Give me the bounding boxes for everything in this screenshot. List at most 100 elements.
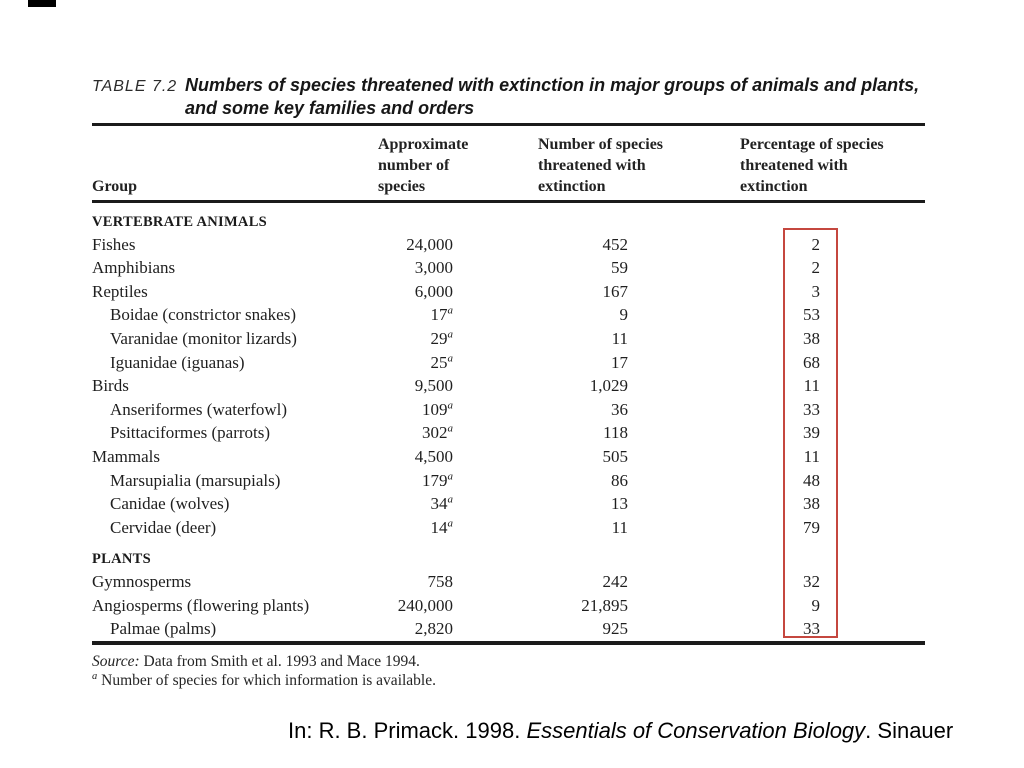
percent-threatened-cell: 79 [803, 517, 820, 537]
table-row: Varanidae (monitor lizards) 29a 11 38 [92, 327, 925, 351]
percent-threatened-cell: 68 [803, 352, 820, 372]
threatened-count-cell: 167 [602, 281, 629, 301]
column-header-line: Approximate [378, 136, 469, 153]
percent-threatened-cell: 11 [803, 376, 820, 396]
approx-species-cell: 29a [430, 328, 454, 348]
column-header-line: threatened with [740, 157, 848, 174]
percent-threatened-cell: 38 [803, 328, 820, 348]
percent-threatened-cell: 2 [811, 234, 821, 254]
group-cell: Palmae (palms) [110, 619, 217, 639]
table-top-rule [92, 123, 925, 126]
threatened-count-cell: 13 [611, 494, 628, 514]
percent-threatened-cell: 3 [811, 281, 821, 301]
threatened-count-cell: 86 [611, 470, 628, 490]
column-header-approximate-number: Approximate number of species [378, 134, 468, 197]
table-number-label: TABLE 7.2 [92, 78, 178, 95]
approx-species-cell: 24,000 [406, 234, 453, 254]
approx-species-cell: 9,500 [414, 376, 453, 396]
table-row: Cervidae (deer) 14a 11 79 [92, 516, 925, 540]
percent-threatened-cell: 48 [803, 470, 820, 490]
table-row: Amphibians 3,000 59 2 [92, 256, 925, 280]
threatened-count-cell: 505 [602, 446, 629, 466]
threatened-count-cell: 925 [602, 619, 629, 639]
percent-threatened-cell: 53 [803, 305, 820, 325]
footnote-superscript: a [447, 422, 454, 435]
table-header-rule [92, 200, 925, 203]
group-cell: Reptiles [92, 281, 148, 301]
footnote-superscript: a [447, 517, 454, 530]
threatened-count-cell: 1,029 [589, 376, 628, 396]
scan-artifact-mark [28, 0, 56, 7]
column-header-line: Percentage of species [740, 136, 884, 153]
threatened-count-cell: 11 [611, 328, 628, 348]
group-cell: Birds [92, 376, 129, 396]
approx-species-cell: 3,000 [414, 258, 453, 278]
table-body: VERTEBRATE ANIMALS Fishes 24,000 452 2 Amphib… [92, 209, 925, 641]
table-row: Boidae (constrictor snakes) 17a 9 53 [92, 303, 925, 327]
source-text: Data from Smith et al. 1993 and Mace 199… [139, 653, 420, 670]
footnote-superscript: a [447, 304, 454, 317]
approx-species-cell: 302a [422, 422, 454, 443]
table-row: Gymnosperms 758 242 32 [92, 570, 925, 594]
citation-prefix: In: R. B. Primack. 1998. [288, 718, 527, 743]
approx-species-cell: 17a [430, 304, 454, 325]
table-row: Anseriformes (waterfowl) 109a 36 33 [92, 398, 925, 422]
table-row: Psittaciformes (parrots) 302a 118 39 [92, 421, 925, 445]
table-row: Birds 9,500 1,029 11 [92, 374, 925, 398]
footnote-marker: a [92, 670, 98, 682]
percent-threatened-cell: 39 [803, 423, 820, 443]
citation-suffix: . Sinauer [865, 718, 954, 743]
table-bottom-rule [92, 641, 925, 645]
approx-species-cell: 179a [422, 469, 454, 490]
group-cell: Anseriformes (waterfowl) [110, 399, 288, 419]
percent-threatened-cell: 38 [803, 494, 820, 514]
table-row: Canidae (wolves) 34a 13 38 [92, 492, 925, 516]
group-cell: Cervidae (deer) [110, 517, 217, 537]
group-cell: PLANTS [92, 551, 152, 568]
footnote-superscript: a [447, 469, 454, 482]
threatened-count-cell: 11 [611, 517, 628, 537]
citation-caption: In: R. B. Primack. 1998. Essentials of C… [288, 718, 953, 744]
column-header-number-threatened: Number of species threatened with extincti… [538, 134, 663, 197]
percent-threatened-cell: 11 [803, 446, 820, 466]
footnote-text: Number of species for which information … [97, 672, 436, 689]
source-note: Source: Data from Smith et al. 1993 and … [92, 653, 420, 671]
section-header-row: PLANTS [92, 546, 925, 570]
approx-species-cell: 6,000 [414, 281, 453, 301]
percent-threatened-cell: 32 [803, 571, 820, 591]
percent-threatened-cell: 33 [803, 619, 820, 639]
footnote-superscript: a [447, 351, 454, 364]
column-header-line: extinction [740, 178, 808, 195]
threatened-count-cell: 36 [611, 399, 628, 419]
column-header-percentage-threatened: Percentage of species threatened with exti… [740, 134, 884, 197]
group-cell: Amphibians [92, 258, 176, 278]
approx-species-cell: 758 [427, 571, 454, 591]
group-cell: Canidae (wolves) [110, 494, 230, 514]
table-row: Marsupialia (marsupials) 179a 86 48 [92, 469, 925, 493]
column-header-line: extinction [538, 178, 606, 195]
group-cell: Marsupialia (marsupials) [110, 470, 281, 490]
column-header-line: threatened with [538, 157, 646, 174]
threatened-count-cell: 21,895 [581, 595, 628, 615]
section-header-row: VERTEBRATE ANIMALS [92, 209, 925, 233]
footnote-superscript: a [447, 399, 454, 412]
citation-book-title: Essentials of Conservation Biology [526, 718, 866, 743]
threatened-count-cell: 452 [602, 234, 629, 254]
column-header-line: species [378, 178, 426, 195]
table-row: Mammals 4,500 505 11 [92, 445, 925, 469]
threatened-count-cell: 118 [603, 423, 628, 443]
threatened-count-cell: 59 [611, 258, 628, 278]
percent-threatened-cell: 2 [811, 258, 821, 278]
approx-species-cell: 25a [430, 351, 454, 372]
threatened-count-cell: 17 [611, 352, 628, 372]
approx-species-cell: 240,000 [397, 595, 453, 615]
table-row: Reptiles 6,000 167 3 [92, 280, 925, 304]
threatened-count-cell: 9 [619, 305, 629, 325]
percent-threatened-cell: 9 [811, 595, 821, 615]
group-cell: Boidae (constrictor snakes) [110, 305, 296, 325]
group-cell: Mammals [92, 446, 160, 466]
footnote-superscript: a [447, 328, 454, 341]
table-title: Numbers of species threatened with extin… [185, 74, 935, 120]
threatened-count-cell: 242 [602, 571, 629, 591]
